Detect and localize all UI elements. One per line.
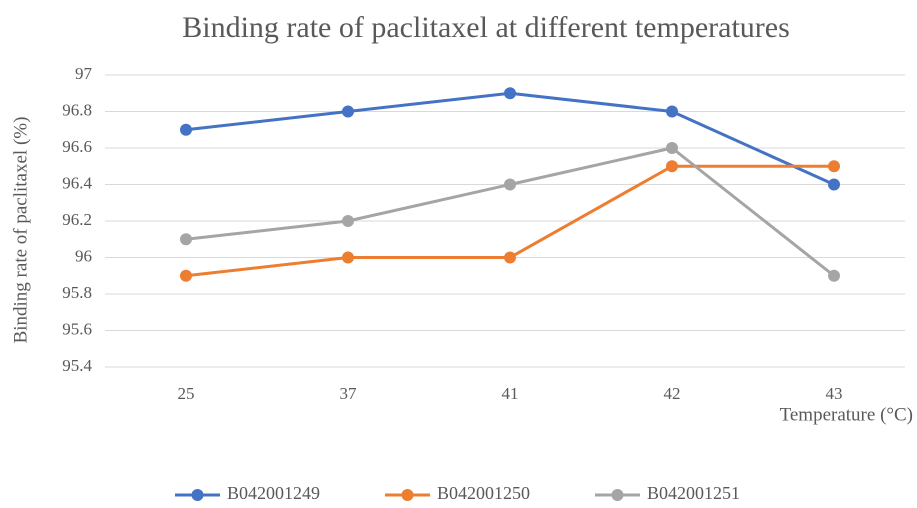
x-tick-label: 43 (826, 384, 843, 403)
data-point (666, 105, 678, 118)
y-tick-label: 96.2 (62, 210, 92, 229)
y-tick-label: 97 (75, 64, 93, 83)
x-axis-title: Temperature (°C) (780, 404, 913, 425)
data-point (504, 251, 516, 264)
data-point (342, 251, 354, 264)
y-tick-label: 95.8 (62, 283, 92, 302)
data-point (180, 269, 192, 282)
y-tick-label: 96.6 (62, 137, 92, 156)
x-tick-label: 42 (664, 384, 681, 403)
legend-marker (401, 489, 414, 501)
data-point (666, 142, 678, 154)
data-point (828, 269, 840, 282)
legend-label: B042001251 (647, 483, 740, 503)
data-point (666, 160, 678, 173)
data-point (504, 87, 516, 100)
y-tick-label: 96.8 (62, 100, 92, 119)
y-tick-label: 95.4 (62, 356, 92, 375)
chart-title: Binding rate of paclitaxel at different … (182, 11, 790, 44)
legend-label: B042001249 (227, 483, 320, 503)
y-tick-label: 95.6 (62, 319, 92, 338)
x-tick-label: 25 (178, 384, 195, 403)
x-tick-label: 37 (340, 384, 358, 403)
data-point (828, 160, 840, 173)
data-point (504, 178, 516, 191)
y-tick-label: 96.4 (62, 173, 92, 192)
y-tick-label: 96 (75, 246, 92, 265)
data-point (180, 233, 192, 246)
legend-marker (191, 489, 204, 501)
data-point (180, 123, 192, 136)
legend-marker (611, 489, 624, 501)
data-point (342, 215, 354, 227)
data-point (828, 178, 840, 191)
series-line (185, 91, 835, 186)
x-tick-label: 41 (502, 384, 519, 403)
data-point (342, 105, 354, 118)
legend-label: B042001250 (437, 483, 530, 503)
y-axis-title: Binding rate of paclitaxel (%) (10, 117, 31, 344)
